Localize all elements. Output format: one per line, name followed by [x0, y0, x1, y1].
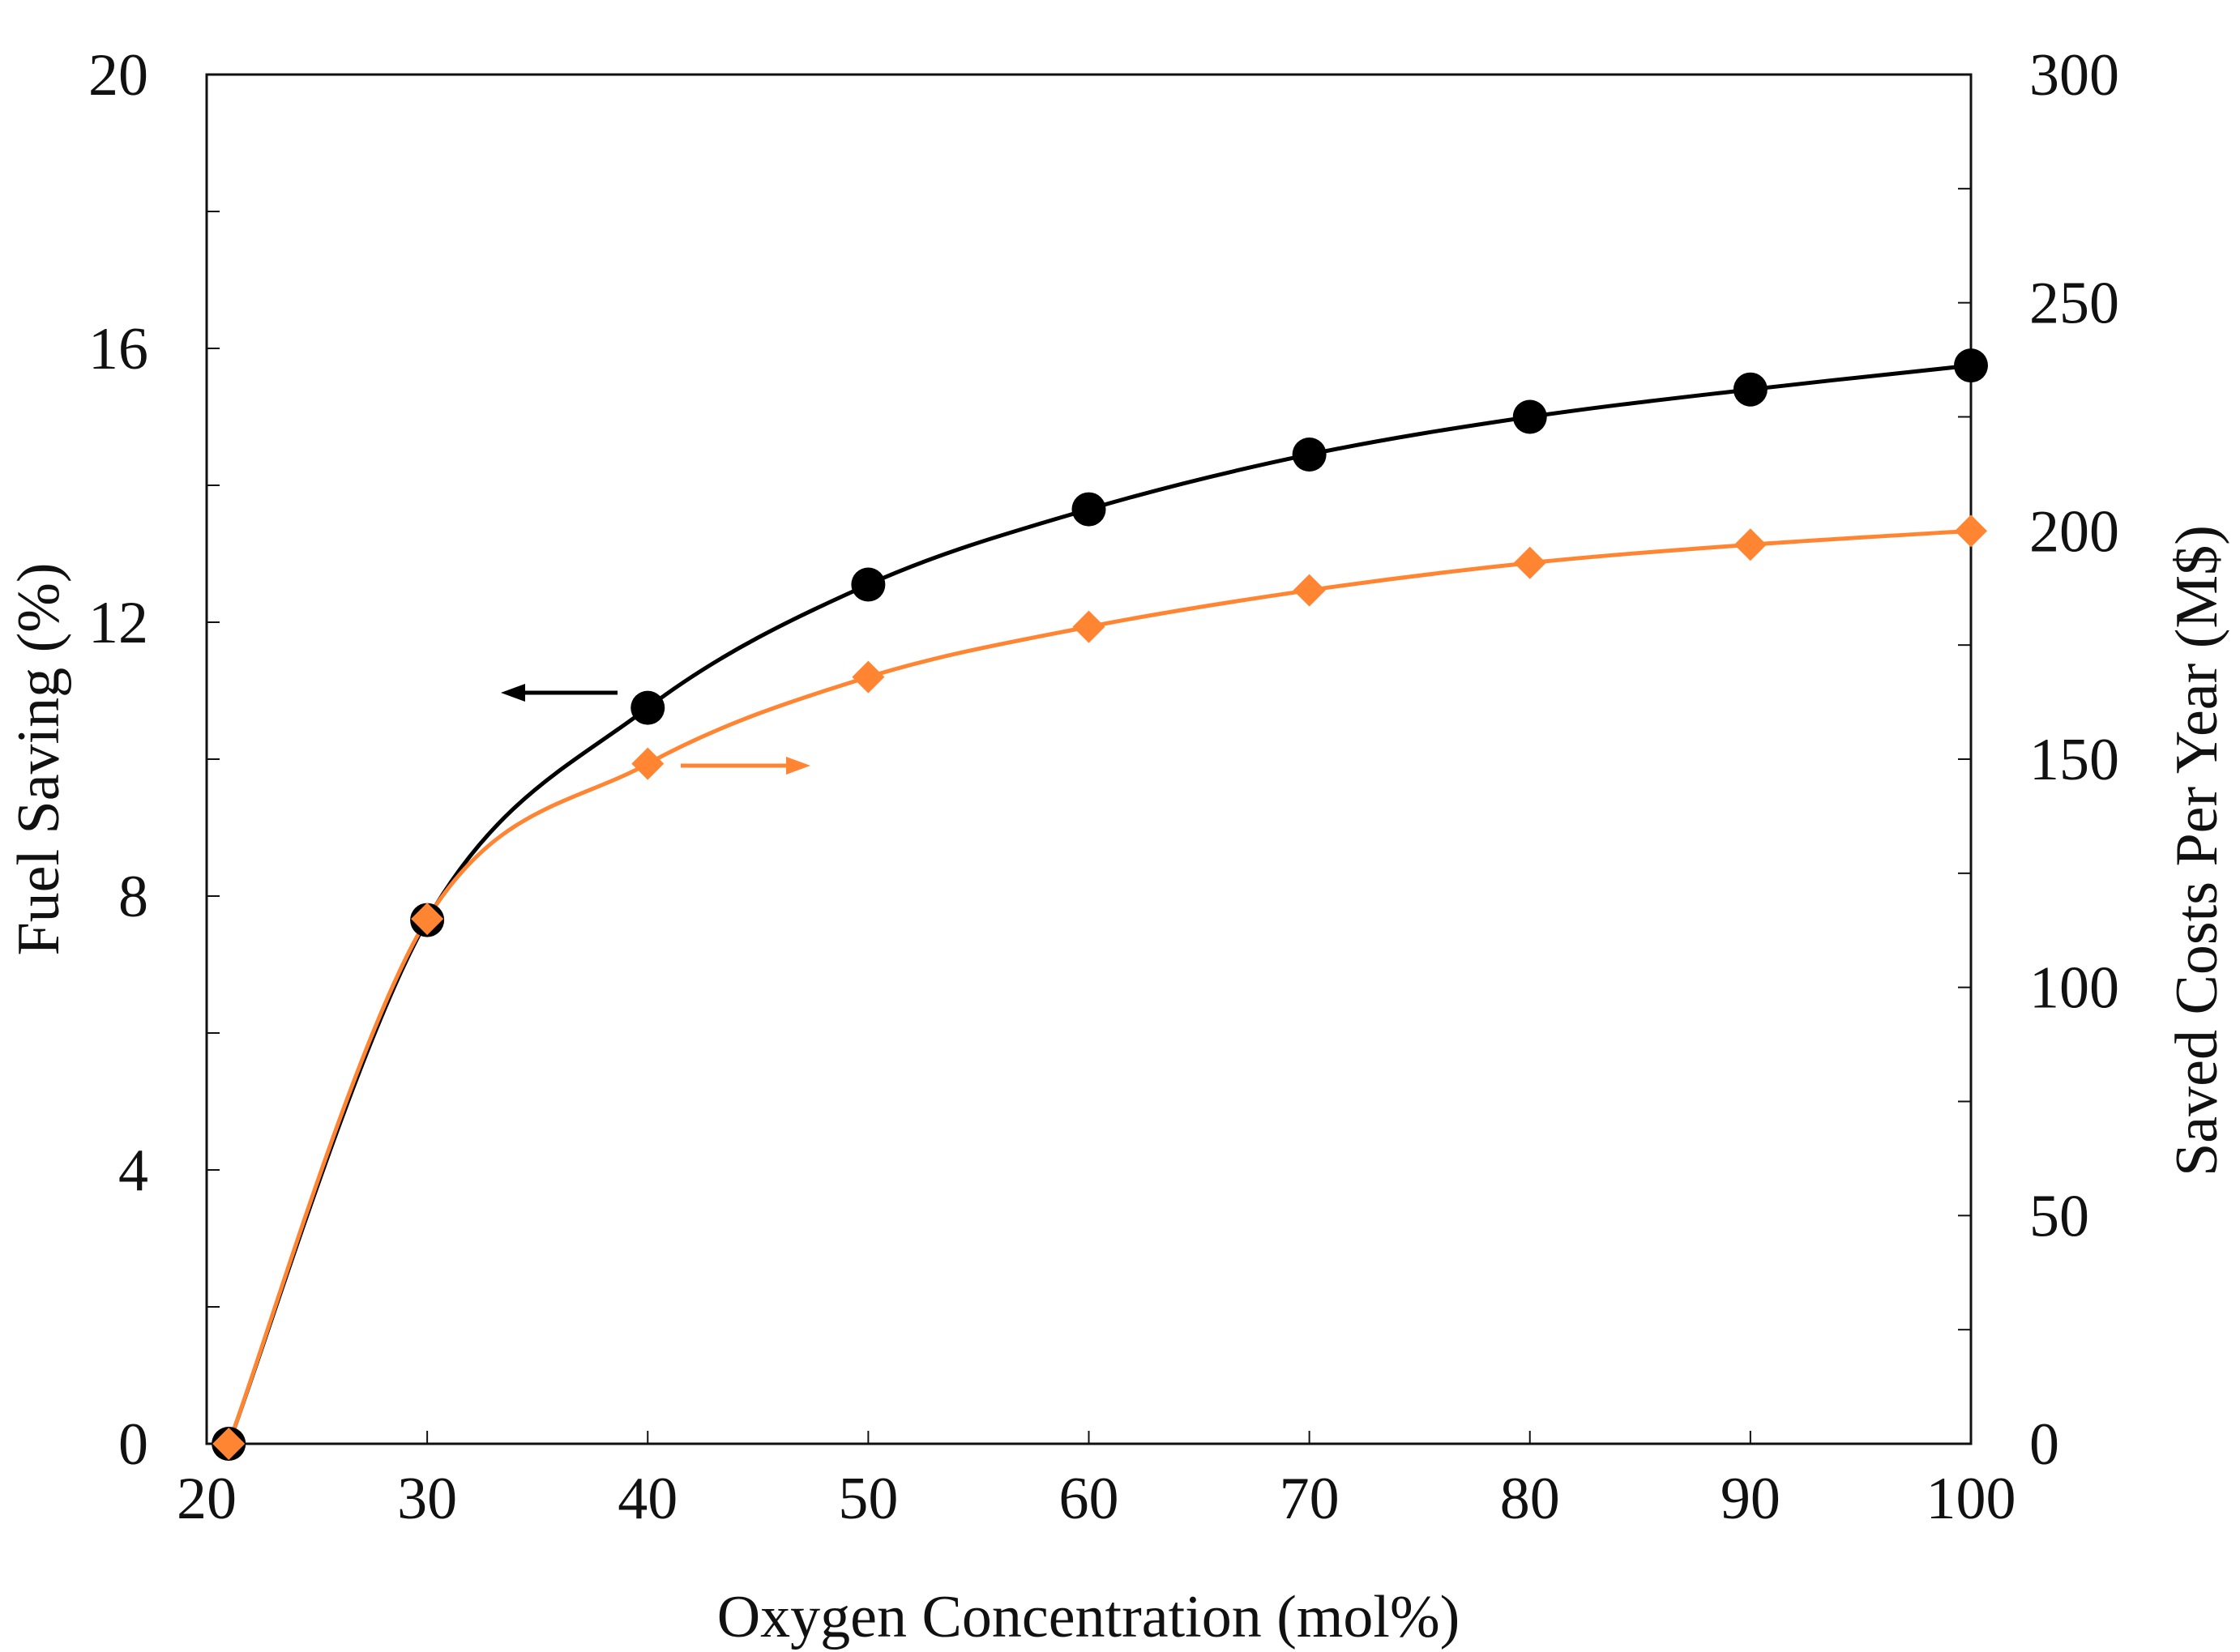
fuel-saving-point [1071, 492, 1106, 527]
axis-ticks [206, 74, 1972, 1445]
tick-labels: 20 30 40 50 60 70 80 90 100048121620050100150200… [88, 42, 2119, 1532]
y-tick-label-left: 4 [118, 1138, 148, 1204]
series-arrows [501, 684, 810, 775]
y-tick-label-left: 8 [118, 864, 148, 930]
y-tick-label-right: 300 [2029, 42, 2119, 109]
y-tick-label-right: 50 [2029, 1183, 2089, 1249]
saved-costs-point [1293, 574, 1326, 607]
series-markers [212, 348, 1988, 1461]
saved-costs-point [212, 1428, 246, 1460]
y-tick-label-left: 0 [118, 1411, 148, 1478]
x-tick-label: 40 [618, 1466, 678, 1532]
plot-frame [205, 73, 1973, 1445]
fuel-saving-point [631, 690, 665, 725]
fuel-saving-point [851, 567, 886, 602]
saved-costs-point [411, 903, 444, 936]
fuel-saving-point [1512, 399, 1547, 434]
saved-costs-arrow-head [786, 757, 810, 775]
saved-costs-point [1513, 546, 1546, 579]
x-tick-label: 50 [838, 1466, 898, 1532]
y-tick-label-left: 20 [88, 42, 148, 109]
y-axis-title-right: Saved Costs Per Year (M$) [2164, 525, 2230, 1176]
y-axis-title-left: Fuel Saving (%) [6, 562, 72, 955]
y-tick-label-right: 200 [2029, 498, 2119, 565]
x-tick-label: 70 [1280, 1466, 1340, 1532]
x-tick-label: 100 [1926, 1466, 2016, 1532]
series-lines [226, 363, 1972, 1445]
y-tick-label-right: 150 [2029, 727, 2119, 793]
x-tick-label: 80 [1500, 1466, 1560, 1532]
x-tick-label: 30 [397, 1466, 457, 1532]
saved-costs-point [852, 660, 885, 694]
y-tick-label-left: 16 [88, 316, 148, 382]
fuel-saving-point [1733, 372, 1768, 407]
saved-costs-point [1955, 514, 1987, 548]
x-tick-label: 60 [1059, 1466, 1119, 1532]
saved-costs-point [1733, 528, 1767, 561]
x-tick-label: 20 [177, 1466, 237, 1532]
y-tick-label-right: 250 [2029, 271, 2119, 337]
y-tick-label-right: 0 [2029, 1411, 2059, 1478]
x-tick-label: 90 [1721, 1466, 1780, 1532]
fuel-saving-line [226, 363, 1972, 1445]
saved-costs-point [1072, 610, 1105, 643]
fuel-saving-point [1292, 437, 1327, 472]
x-axis-title: Oxygen Concentration (mol%) [717, 1584, 1460, 1650]
fuel-saving-point [1954, 348, 1988, 383]
y-tick-label-right: 100 [2029, 955, 2119, 1022]
fuel-saving-arrow-head [501, 684, 525, 702]
saved-costs-line [226, 528, 1972, 1445]
y-tick-label-left: 12 [88, 590, 148, 656]
saved-costs-point [631, 747, 665, 780]
